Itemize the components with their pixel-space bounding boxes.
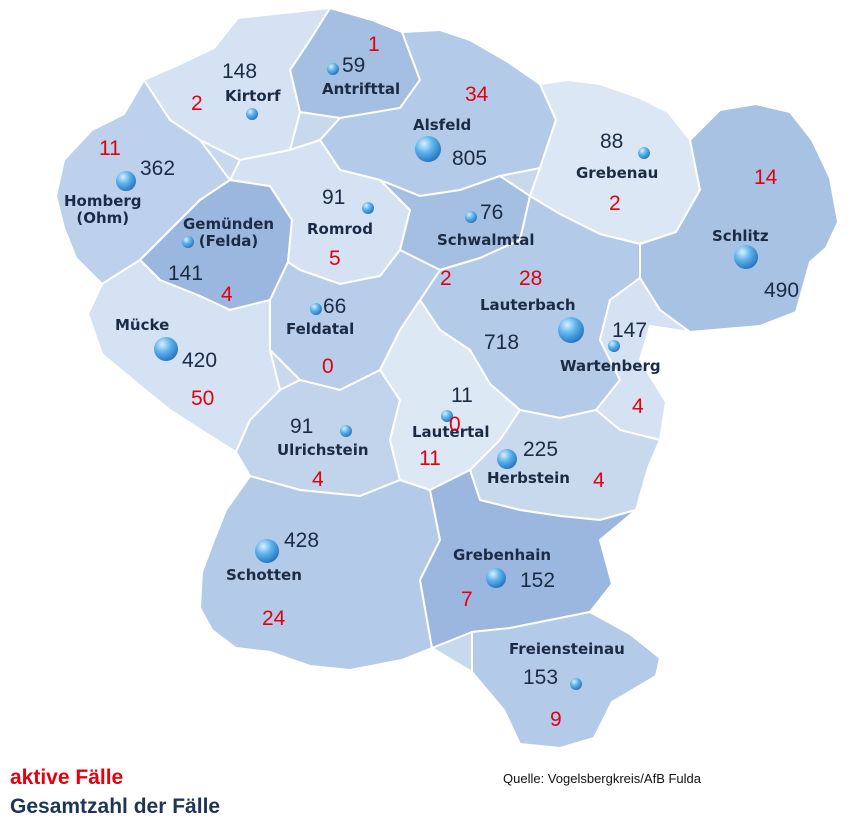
town-name-herbstein: Herbstein: [487, 469, 570, 487]
town-name-ulrichstein: Ulrichstein: [277, 441, 369, 459]
town-name-freiensteinau: Freiensteinau: [509, 640, 625, 658]
town-name-lautertal: Lautertal: [412, 423, 490, 441]
town-marker: [465, 211, 477, 223]
total-cases-feldatal: 66: [323, 295, 347, 318]
town-marker: [340, 425, 352, 437]
town-marker: [734, 245, 758, 269]
total-cases-muecke: 420: [182, 349, 218, 372]
active-cases-grebenau: 2: [609, 192, 621, 215]
source-credit: Quelle: Vogelsbergkreis/AfB Fulda: [503, 771, 701, 786]
total-cases-antrifttal: 59: [342, 54, 366, 77]
region-schotten: [198, 474, 442, 672]
active-cases-alsfeld: 34: [465, 83, 489, 106]
total-cases-romrod: 91: [322, 186, 346, 209]
town-marker: [255, 539, 279, 563]
total-cases-schwalmtal: 76: [480, 201, 504, 224]
town-marker: [608, 340, 620, 352]
total-cases-alsfeld: 805: [452, 147, 488, 170]
active-cases-freiensteinau: 9: [550, 708, 562, 731]
total-cases-grebenau: 88: [600, 130, 624, 153]
active-cases-herbstein: 4: [593, 469, 605, 492]
active-cases-schwalmtal: 2: [440, 267, 452, 290]
town-name-muecke: Mücke: [115, 316, 170, 334]
active-cases-kirtorf: 2: [191, 92, 203, 115]
town-name-grebenau: Grebenau: [576, 164, 659, 182]
town-name-schlitz: Schlitz: [712, 227, 769, 245]
town-name-wartenberg: Wartenberg: [560, 357, 661, 375]
town-name-feldatal: Feldatal: [286, 320, 355, 338]
town-marker: [116, 171, 136, 191]
active-cases-lautertal: 0: [449, 413, 461, 436]
active-cases-muecke: 50: [191, 387, 215, 410]
total-cases-wartenberg: 147: [612, 319, 648, 342]
region-schlitz: [639, 102, 840, 334]
total-cases-lauterbach: 718: [484, 331, 520, 354]
total-cases-herbstein: 225: [523, 438, 559, 461]
town-name-grebenhain: Grebenhain: [453, 546, 552, 564]
total-cases-ulrichstein: 91: [290, 415, 314, 438]
legend-active-cases: aktive Fälle: [10, 766, 124, 789]
town-name-homberg: Homberg (Ohm): [64, 192, 142, 228]
town-marker: [497, 449, 517, 469]
total-cases-homberg: 362: [140, 157, 176, 180]
total-cases-schotten: 428: [284, 529, 320, 552]
town-name-romrod: Romrod: [307, 220, 373, 238]
total-cases-lautertal: 11: [451, 384, 473, 407]
town-marker: [558, 317, 584, 343]
region-grebenhain: [418, 468, 637, 650]
town-name-kirtorf: Kirtorf: [225, 87, 281, 105]
town-marker: [415, 136, 441, 162]
town-marker: [362, 202, 374, 214]
town-marker: [327, 63, 339, 75]
total-cases-grebenhain: 152: [520, 569, 556, 592]
town-marker: [441, 410, 453, 422]
total-cases-gemuenden: 141: [168, 262, 204, 285]
active-cases-schotten: 24: [262, 607, 286, 630]
town-marker: [182, 236, 194, 248]
active-cases-wartenberg: 4: [632, 395, 644, 418]
active-cases-antrifttal: 1: [368, 33, 380, 56]
active-cases-grebenhain: 7: [461, 588, 473, 611]
active-cases-romrod: 5: [329, 247, 341, 270]
active-cases-feldatal: 0: [322, 355, 334, 378]
town-name-schwalmtal: Schwalmtal: [437, 231, 535, 249]
town-marker: [154, 337, 178, 361]
legend-total-cases: Gesamtzahl der Fälle: [10, 795, 221, 818]
active-cases-label: 11: [419, 447, 441, 470]
town-marker: [570, 678, 582, 690]
town-name-gemuenden: Gemünden (Felda): [183, 215, 275, 251]
town-marker: [310, 303, 322, 315]
region-freiensteinau: [471, 610, 662, 750]
total-cases-kirtorf: 148: [222, 60, 258, 83]
active-cases-homberg: 11: [99, 137, 121, 160]
active-cases-gemuenden: 4: [221, 283, 233, 306]
active-cases-lauterbach: 28: [519, 267, 543, 290]
town-name-antrifttal: Antrifttal: [322, 80, 401, 98]
active-cases-ulrichstein: 4: [312, 468, 324, 491]
total-cases-schlitz: 490: [764, 279, 800, 302]
town-name-lauterbach: Lauterbach: [480, 296, 576, 314]
active-cases-schlitz: 14: [754, 166, 778, 189]
town-name-schotten: Schotten: [226, 566, 302, 584]
total-cases-freiensteinau: 153: [523, 666, 559, 689]
town-marker: [486, 568, 506, 588]
town-marker: [638, 147, 650, 159]
town-name-alsfeld: Alsfeld: [413, 116, 472, 134]
town-marker: [246, 108, 258, 120]
